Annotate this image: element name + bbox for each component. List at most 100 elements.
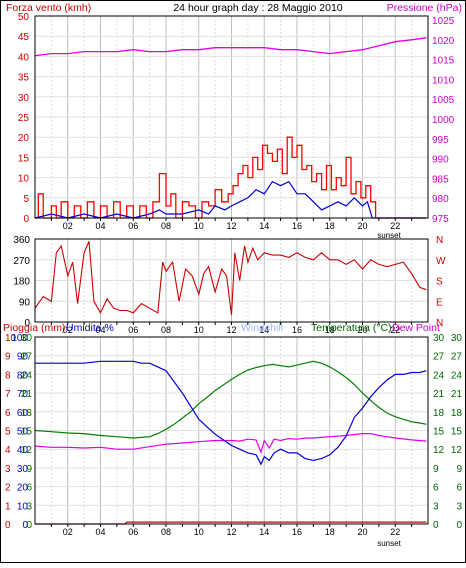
direction-degree-label: 0 bbox=[24, 318, 30, 329]
rain-tick-label: 10 bbox=[5, 333, 17, 344]
pressure-tick-label: 985 bbox=[432, 174, 449, 185]
temperature-right-tick-label: 9 bbox=[456, 464, 462, 475]
rain-tick-label: 3 bbox=[5, 464, 11, 475]
direction-panel-xtick-label: 22 bbox=[390, 325, 400, 335]
dew-point-tick-label: 30 bbox=[433, 333, 445, 344]
rain-axis-title: Pioggia (mm) bbox=[3, 322, 65, 334]
temperature-left-tick-label: 0 bbox=[26, 520, 32, 531]
temperature-left-tick-label: 15 bbox=[21, 427, 33, 438]
direction-degree-label: 180 bbox=[13, 277, 30, 288]
temperature-left-tick-label: 27 bbox=[21, 352, 33, 363]
dew-point-tick-label: 24 bbox=[433, 370, 445, 381]
humidity-tick-label: 70 bbox=[17, 389, 29, 400]
rain-tick-label: 0 bbox=[5, 520, 11, 531]
climate-panel-xtick-label: 12 bbox=[226, 527, 236, 537]
pressure-axis-title: Pressione (hPa) bbox=[387, 2, 462, 14]
wind-speed-axis-title: Forza vento (kmh) bbox=[6, 2, 91, 14]
direction-panel-xtick-label: 12 bbox=[226, 325, 236, 335]
pressure-tick-label: 995 bbox=[432, 135, 449, 146]
direction-compass-label: E bbox=[436, 297, 443, 308]
pressure-tick-label: 1025 bbox=[432, 16, 455, 27]
temperature-left-tick-label: 24 bbox=[21, 370, 33, 381]
wind-panel-xtick-label: 02 bbox=[63, 221, 73, 231]
humidity-tick-label: 60 bbox=[17, 408, 29, 419]
chart-title: 24 hour graph day : 28 Maggio 2010 bbox=[173, 2, 342, 14]
dew-point-series bbox=[34, 433, 427, 455]
humidity-tick-label: 10 bbox=[17, 501, 29, 512]
humidity-tick-label: 90 bbox=[17, 352, 29, 363]
direction-panel-xtick-label: 16 bbox=[292, 325, 302, 335]
wind-speed-tick-label: 20 bbox=[18, 133, 30, 144]
direction-compass-label: N bbox=[436, 235, 443, 246]
temperature-left-tick-label: 9 bbox=[26, 464, 32, 475]
humidity-axis-title: Umidita % bbox=[66, 322, 114, 334]
humidity-tick-label: 40 bbox=[17, 445, 29, 456]
pressure-tick-label: 980 bbox=[432, 194, 449, 205]
pressure-tick-label: 1010 bbox=[432, 75, 455, 86]
wind-speed-tick-label: 35 bbox=[18, 73, 30, 84]
humidity-tick-label: 100 bbox=[11, 333, 28, 344]
direction-compass-label: S bbox=[436, 277, 443, 288]
humidity-tick-label: 20 bbox=[17, 483, 29, 494]
temperature-axis-title: Temperatura (°C) bbox=[311, 322, 392, 334]
temperature-right-tick-label: 30 bbox=[451, 333, 463, 344]
direction-degree-label: 360 bbox=[13, 235, 30, 246]
climate-panel-xtick-label: 04 bbox=[95, 527, 105, 537]
direction-panel-xtick-label: 04 bbox=[95, 325, 105, 335]
sunset-label-bottom: sunset bbox=[377, 539, 401, 548]
temperature-right-tick-label: 6 bbox=[456, 483, 462, 494]
dew-point-tick-label: 15 bbox=[433, 427, 445, 438]
climate-panel-xtick-label: 14 bbox=[259, 527, 269, 537]
humidity-tick-label: 30 bbox=[17, 464, 29, 475]
temperature-right-tick-label: 0 bbox=[456, 520, 462, 531]
temperature-right-tick-label: 3 bbox=[456, 501, 462, 512]
wind-speed-tick-label: 10 bbox=[18, 174, 30, 185]
temperature-left-tick-label: 18 bbox=[21, 408, 33, 419]
dew-point-tick-label: 9 bbox=[433, 464, 439, 475]
pressure-tick-label: 1000 bbox=[432, 115, 455, 126]
direction-panel-xtick-label: 02 bbox=[63, 325, 73, 335]
direction-degree-label: 270 bbox=[13, 256, 30, 267]
rain-tick-label: 2 bbox=[5, 483, 11, 494]
rain-tick-label: 9 bbox=[5, 352, 11, 363]
temperature-right-tick-label: 24 bbox=[451, 370, 463, 381]
dew-point-tick-label: 18 bbox=[433, 408, 445, 419]
humidity-tick-label: 0 bbox=[22, 520, 28, 531]
temperature-left-tick-label: 21 bbox=[21, 389, 33, 400]
wind-panel-xtick-label: 14 bbox=[259, 221, 269, 231]
temperature-left-tick-label: 30 bbox=[21, 333, 33, 344]
climate-panel-xtick-label: 22 bbox=[390, 527, 400, 537]
temperature-series bbox=[34, 360, 427, 439]
dew-point-tick-label: 27 bbox=[433, 352, 445, 363]
direction-panel-xtick-label: 10 bbox=[194, 325, 204, 335]
climate-panel-xtick-label: 10 bbox=[194, 527, 204, 537]
dew-point-tick-label: 12 bbox=[433, 445, 445, 456]
wind-panel-xtick-label: 16 bbox=[292, 221, 302, 231]
dew-point-axis-title: Dew Point bbox=[392, 322, 440, 334]
temperature-right-tick-label: 21 bbox=[451, 389, 463, 400]
direction-panel-xtick-label: 08 bbox=[161, 325, 171, 335]
temperature-left-tick-label: 6 bbox=[26, 483, 32, 494]
climate-panel-xtick-label: 06 bbox=[128, 527, 138, 537]
dew-point-tick-label: 21 bbox=[433, 389, 445, 400]
wind-panel-xtick-label: 08 bbox=[161, 221, 171, 231]
humidity-tick-label: 80 bbox=[17, 370, 29, 381]
direction-compass-label: W bbox=[436, 256, 446, 267]
dew-point-tick-label: 6 bbox=[433, 483, 439, 494]
pressure-tick-label: 990 bbox=[432, 155, 449, 166]
wind-average-series bbox=[34, 180, 427, 219]
sunset-label: sunset bbox=[377, 231, 401, 240]
direction-panel-xtick-label: 20 bbox=[357, 325, 367, 335]
temperature-right-tick-label: 18 bbox=[451, 408, 463, 419]
rain-tick-label: 7 bbox=[5, 389, 11, 400]
wind-speed-tick-label: 5 bbox=[23, 194, 29, 205]
climate-panel-xtick-label: 16 bbox=[292, 527, 302, 537]
wind-direction-series bbox=[34, 241, 427, 316]
wind-panel-xtick-label: 10 bbox=[194, 221, 204, 231]
direction-compass-label: N bbox=[436, 318, 443, 329]
wind-speed-tick-label: 15 bbox=[18, 153, 30, 164]
climate-panel-xtick-label: 02 bbox=[63, 527, 73, 537]
direction-degree-label: 90 bbox=[19, 297, 31, 308]
